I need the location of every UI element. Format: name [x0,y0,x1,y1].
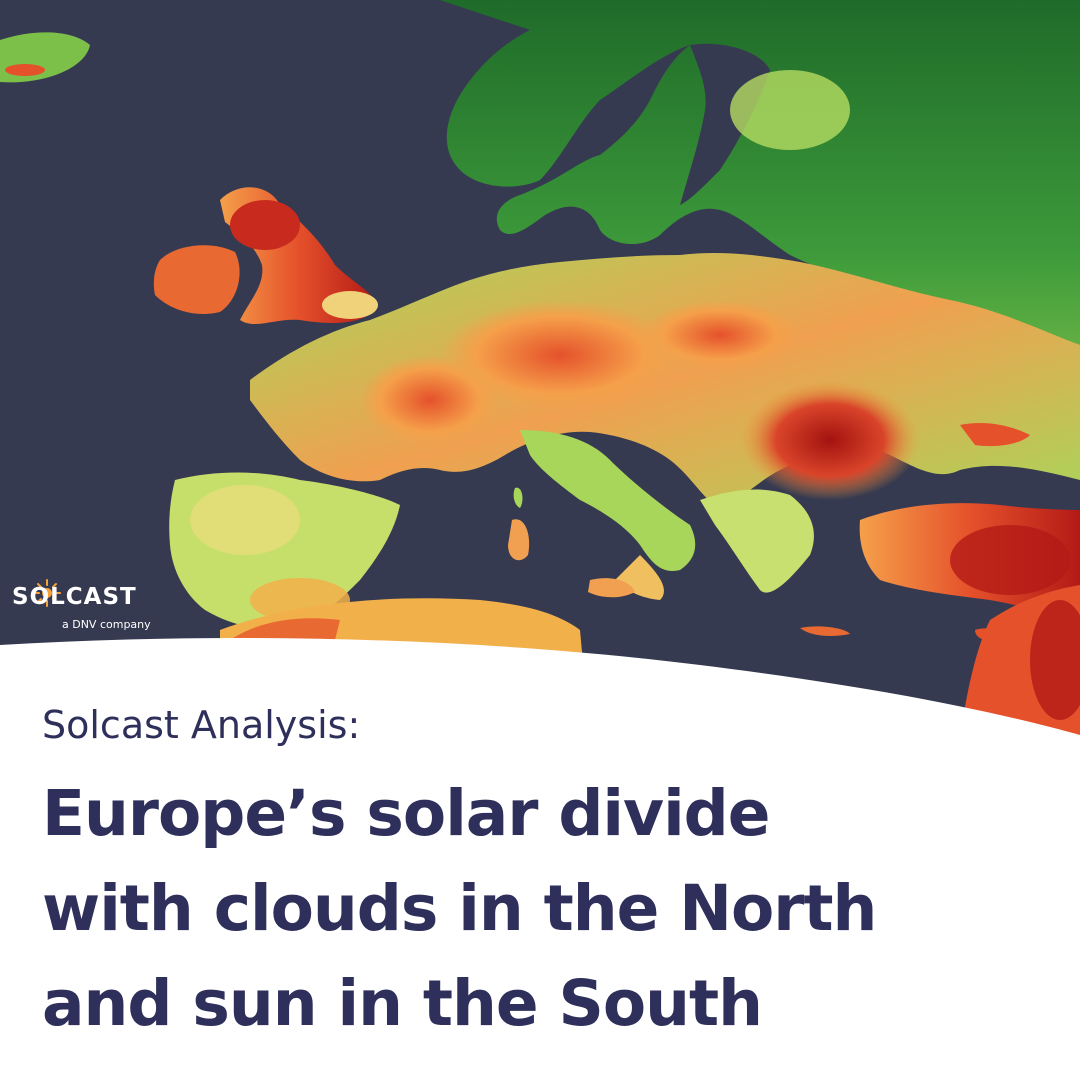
map-graphic [0,0,1080,740]
title-panel-curve [0,637,1080,740]
carpathian-hotspot [740,380,920,500]
headline: Europe’s solar divide with clouds in the… [42,766,1062,1051]
title-block: Solcast Analysis: Europe’s solar divide … [42,700,1062,1051]
ireland [153,245,240,315]
kicker-title: Solcast Analysis: [42,703,361,747]
headline-line-2: with clouds in the North [42,872,877,945]
scandinavia-russia [440,0,1080,420]
headline-line-1: Europe’s solar divide [42,777,771,850]
solcast-logo: SOLCAST a DNV company [12,576,172,636]
sicily [588,578,635,598]
headline-line-3: and sun in the South [42,967,763,1040]
brand-tagline: a DNV company [62,618,151,631]
balkans [700,489,814,593]
brand-name: SOLCAST [12,584,137,610]
italy [520,430,696,571]
europe-solar-map [0,0,1080,740]
sun-icon [33,579,61,607]
sardinia [508,519,530,561]
